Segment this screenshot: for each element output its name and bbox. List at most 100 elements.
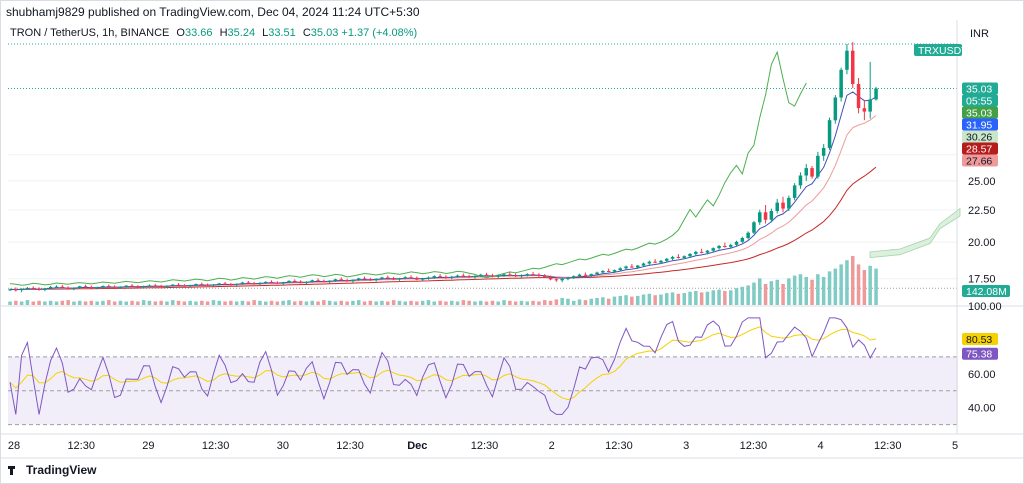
candle[interactable] — [415, 276, 419, 281]
candle[interactable] — [386, 275, 390, 279]
candle[interactable] — [455, 274, 460, 278]
candle[interactable] — [72, 287, 76, 291]
candle[interactable] — [217, 282, 222, 286]
candle[interactable] — [595, 271, 599, 276]
candle[interactable] — [223, 281, 227, 285]
candle[interactable] — [89, 285, 94, 289]
candle[interactable] — [444, 275, 448, 279]
candle[interactable] — [531, 271, 535, 276]
candle[interactable] — [659, 259, 663, 265]
candle[interactable] — [612, 269, 617, 274]
candle[interactable] — [787, 195, 791, 212]
candle[interactable] — [699, 248, 704, 254]
candle[interactable] — [461, 273, 466, 277]
candle[interactable] — [171, 284, 175, 287]
candle[interactable] — [182, 284, 187, 287]
candle[interactable] — [304, 281, 309, 285]
candle[interactable] — [752, 221, 756, 235]
candle[interactable] — [473, 275, 477, 279]
candle[interactable] — [705, 249, 710, 255]
candle[interactable] — [54, 285, 59, 289]
candle[interactable] — [438, 274, 442, 278]
candle[interactable] — [734, 240, 739, 247]
candle[interactable] — [83, 284, 88, 288]
candle[interactable] — [729, 243, 733, 249]
candle[interactable] — [112, 285, 117, 288]
candle[interactable] — [775, 199, 780, 214]
candle[interactable] — [711, 247, 716, 253]
candle[interactable] — [717, 244, 721, 250]
candle[interactable] — [351, 279, 355, 283]
candle[interactable] — [264, 281, 268, 284]
currency-label[interactable]: INR — [970, 28, 989, 40]
candle[interactable] — [548, 275, 553, 281]
candle[interactable] — [554, 277, 559, 282]
candle[interactable] — [298, 280, 303, 284]
candle[interactable] — [205, 283, 210, 287]
candle[interactable] — [246, 280, 251, 284]
candle[interactable] — [147, 284, 152, 287]
candle[interactable] — [630, 264, 634, 268]
candle[interactable] — [862, 100, 867, 121]
candle[interactable] — [537, 273, 541, 277]
candle[interactable] — [810, 166, 814, 179]
candle[interactable] — [357, 277, 361, 281]
candle[interactable] — [19, 288, 24, 293]
candle[interactable] — [566, 276, 570, 281]
candle[interactable] — [606, 268, 611, 273]
candle[interactable] — [66, 286, 70, 290]
candle[interactable] — [839, 67, 843, 102]
candle[interactable] — [153, 283, 158, 287]
candle[interactable] — [874, 86, 878, 101]
candle[interactable] — [118, 286, 123, 289]
candle[interactable] — [78, 285, 82, 289]
candle[interactable] — [479, 273, 483, 278]
candle[interactable] — [618, 267, 623, 272]
candle[interactable] — [95, 286, 99, 290]
candle[interactable] — [211, 284, 216, 287]
candle[interactable] — [513, 273, 518, 278]
candle[interactable] — [577, 273, 582, 278]
candle[interactable] — [339, 277, 344, 281]
candle[interactable] — [281, 281, 285, 285]
candle[interactable] — [763, 204, 768, 224]
candle[interactable] — [636, 264, 640, 269]
candle[interactable] — [769, 208, 774, 223]
candle[interactable] — [333, 278, 338, 282]
candle[interactable] — [200, 282, 204, 286]
candle[interactable] — [130, 284, 134, 287]
tradingview-brand[interactable]: TradingView — [8, 463, 96, 477]
candle[interactable] — [740, 236, 745, 243]
candle[interactable] — [229, 282, 233, 286]
candle[interactable] — [496, 274, 501, 279]
candle[interactable] — [508, 272, 512, 276]
candle[interactable] — [694, 250, 698, 256]
candle[interactable] — [688, 253, 692, 258]
candle[interactable] — [8, 288, 12, 291]
candle[interactable] — [293, 279, 297, 283]
candle[interactable] — [572, 275, 576, 280]
candle[interactable] — [391, 276, 396, 280]
candle[interactable] — [194, 283, 198, 287]
candle[interactable] — [804, 163, 809, 181]
candle[interactable] — [670, 255, 675, 261]
candle[interactable] — [833, 95, 838, 124]
candle[interactable] — [647, 260, 652, 265]
candle[interactable] — [48, 285, 53, 289]
candle[interactable] — [136, 285, 140, 288]
candle[interactable] — [240, 281, 245, 285]
candle[interactable] — [746, 231, 750, 240]
candle[interactable] — [60, 285, 65, 288]
candle[interactable] — [543, 274, 547, 278]
candle[interactable] — [676, 254, 681, 259]
candle[interactable] — [43, 287, 47, 292]
candle[interactable] — [525, 273, 530, 277]
candle[interactable] — [450, 275, 454, 280]
candle[interactable] — [25, 286, 30, 290]
candle[interactable] — [589, 273, 594, 278]
candle[interactable] — [420, 277, 425, 281]
candle[interactable] — [792, 183, 797, 201]
candle[interactable] — [868, 61, 872, 119]
candle[interactable] — [327, 280, 332, 284]
candle[interactable] — [723, 242, 727, 248]
